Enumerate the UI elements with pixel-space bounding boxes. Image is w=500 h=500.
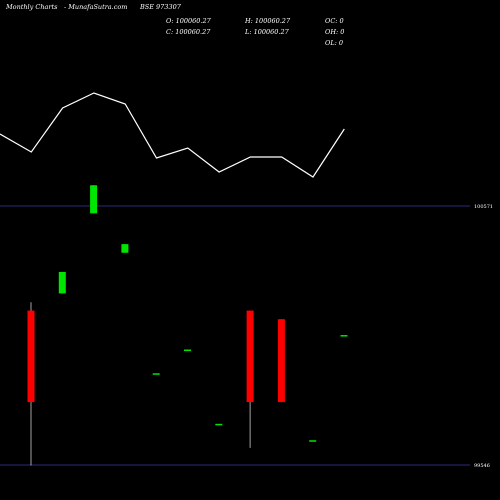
low-value: L: 100060.27 [245, 28, 289, 36]
candle-body [340, 335, 348, 337]
candle-body [90, 185, 98, 214]
open-value: O: 100060.27 [166, 17, 211, 25]
candle-body [27, 310, 35, 403]
y-tick-label: 99546 [474, 463, 490, 469]
candle-body [215, 423, 223, 426]
close-value: C: 100060.27 [166, 28, 211, 36]
source-label: - MunafaSutra.com [64, 3, 128, 11]
candle-body [184, 349, 191, 352]
y-tick-label: 100571 [474, 204, 493, 210]
ol-value: OL: 0 [325, 39, 344, 47]
series-line [0, 92, 345, 178]
candle-body [277, 319, 285, 403]
candle-body [58, 271, 66, 294]
candle-body [246, 310, 254, 403]
symbol-label: BSE 973307 [140, 3, 181, 11]
oc-value: OC: 0 [325, 17, 344, 25]
candle-body [152, 373, 160, 375]
oh-value: OH: 0 [325, 28, 345, 36]
high-value: H: 100060.27 [245, 17, 291, 25]
candle-body [309, 440, 317, 442]
candle-body [121, 244, 129, 253]
site-name: Monthly Charts [6, 3, 58, 11]
